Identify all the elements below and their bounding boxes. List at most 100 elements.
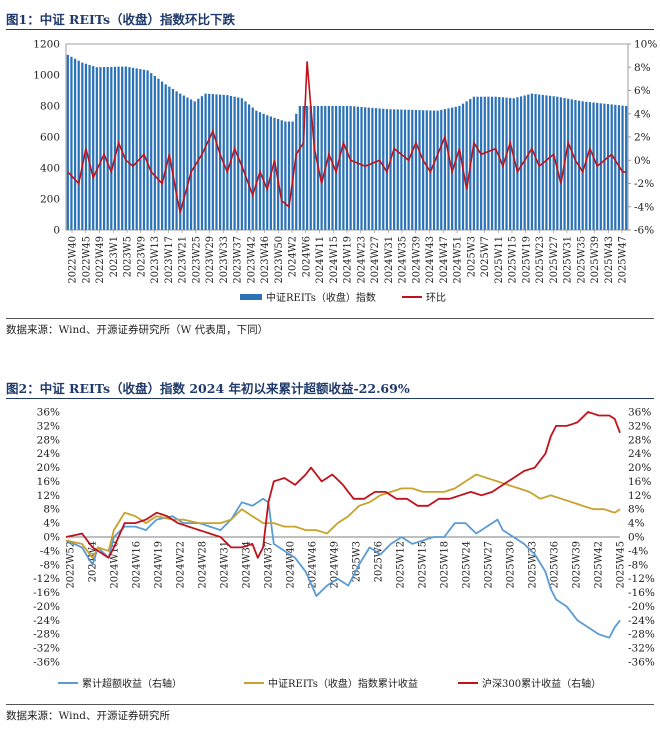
index-bar <box>570 99 573 230</box>
legend-label-hb: 环比 <box>426 292 446 304</box>
x-tick-label: 2024W16 <box>132 541 143 588</box>
index-bar <box>186 97 189 230</box>
index-bar <box>454 106 457 230</box>
index-bar <box>458 106 461 230</box>
y-left-tick-label: -16% <box>33 587 60 599</box>
index-bar <box>273 117 276 230</box>
index-bar <box>490 96 494 230</box>
x-tick-label: 2025W15 <box>508 236 519 283</box>
index-bar <box>197 98 200 231</box>
y-left-tick-label: -4% <box>40 545 60 557</box>
chart2-legend: 累计超额收益（右轴） 中证REITs（收盘）指数累计收益 沪深300累计收益（右… <box>58 677 601 690</box>
index-bar <box>81 62 84 230</box>
index-bar <box>95 67 98 230</box>
index-bar <box>335 106 338 230</box>
y-left-tick-label: -12% <box>33 573 60 585</box>
legend-label-hs300: 沪深300累计收益（右轴） <box>482 677 601 690</box>
index-bar <box>327 106 330 230</box>
y-left-tick-label: 0 <box>53 225 60 237</box>
x-tick-label: 2025W27 <box>484 541 495 588</box>
y-left-tick-label: 800 <box>40 101 60 113</box>
x-tick-label: 2025W43 <box>604 236 615 283</box>
y-right-tick-label: -2% <box>634 178 654 190</box>
x-tick-label: 2025W19 <box>521 236 532 283</box>
index-bar <box>592 102 595 230</box>
y-left-tick-label: -8% <box>40 559 60 571</box>
index-bar <box>523 95 526 231</box>
index-bar <box>309 106 312 230</box>
x-tick-label: 2025W11 <box>494 236 505 283</box>
index-bar <box>447 108 450 230</box>
index-bar <box>360 106 363 230</box>
y-right-tick-label: 6% <box>634 85 651 97</box>
x-tick-label: 2023W13 <box>150 236 161 283</box>
x-tick-label: 2025W3 <box>466 236 477 277</box>
y-right-tick-label: -6% <box>634 225 654 237</box>
index-bar <box>396 109 399 230</box>
index-bar <box>84 63 88 231</box>
index-bar <box>128 67 131 230</box>
index-bar <box>150 73 153 230</box>
y-right-tick-label: -4% <box>634 201 654 213</box>
index-bar <box>160 81 164 230</box>
index-bar <box>516 97 519 230</box>
index-bar <box>393 109 396 230</box>
x-tick-label: 2025W23 <box>535 236 546 283</box>
index-bar <box>552 96 555 230</box>
index-bar <box>425 110 428 230</box>
x-tick-label: 2025W45 <box>616 541 627 588</box>
index-bar <box>338 106 341 230</box>
y-left-tick-label: -20% <box>33 601 60 613</box>
x-tick-label: 2024W6 <box>301 236 312 277</box>
y-left-tick-label: 12% <box>37 490 60 502</box>
figure1-title-rule <box>6 29 654 30</box>
y-right-tick-label: 0% <box>628 532 645 544</box>
y-left-tick-label: -28% <box>33 629 60 641</box>
index-bar <box>414 109 418 230</box>
index-bar <box>320 106 323 230</box>
figure1-source: 数据来源：Wind、开源证券研究所（W 代表周，下同） <box>6 324 269 336</box>
index-bar <box>418 110 421 230</box>
figure1-title: 图1：中证 REITs（收盘）指数环比下跌 <box>6 12 236 27</box>
hb-line <box>67 61 627 213</box>
figure2-title-rule <box>6 398 654 399</box>
index-bar <box>189 99 193 230</box>
y-right-tick-label: 4% <box>634 108 651 120</box>
index-bar <box>382 108 385 230</box>
chart2-lines <box>65 411 621 639</box>
index-bar <box>175 91 178 230</box>
x-tick-label: 2025W36 <box>550 541 561 588</box>
y-left-tick-label: 1000 <box>33 70 60 82</box>
index-bar <box>284 121 287 230</box>
x-tick-label: 2025W33 <box>528 541 539 588</box>
index-bar <box>233 96 236 230</box>
hs300-line <box>65 411 621 559</box>
y-right-tick-label: 10% <box>634 39 657 51</box>
index-bar <box>422 110 425 230</box>
x-tick-label: 2023W9 <box>136 236 147 277</box>
x-tick-label: 2025W7 <box>480 236 491 277</box>
x-tick-label: 2024W39 <box>411 236 422 283</box>
y-right-tick-label: -16% <box>628 587 655 599</box>
x-tick-label: 2022W40 <box>68 236 79 283</box>
chart2-axes: -36% -36% -32% -32% -28% -28% -24% -24% -20% -20%… <box>33 407 655 669</box>
index-bar <box>171 88 175 230</box>
x-tick-label: 2025W47 <box>618 236 629 283</box>
y-right-tick-label: -32% <box>628 643 655 655</box>
x-tick-label: 2024W47 <box>439 236 450 283</box>
index-bar <box>574 100 577 231</box>
y-right-tick-label: -8% <box>628 559 648 571</box>
legend-label-reits: 中证REITs（收盘）指数累计收益 <box>268 677 418 690</box>
x-tick-label: 2024W46 <box>308 541 319 588</box>
index-bar <box>139 69 142 230</box>
excess-line <box>65 497 621 639</box>
y-left-tick-label: 400 <box>40 163 60 175</box>
index-bar <box>121 66 124 230</box>
y-right-tick-label: 32% <box>628 420 651 432</box>
index-bar <box>556 96 559 230</box>
y-left-tick-label: 28% <box>37 434 60 446</box>
index-bar <box>287 121 291 230</box>
index-bar <box>331 106 334 230</box>
x-tick-label: 2024W37 <box>264 541 275 588</box>
chart2: -36% -36% -32% -32% -28% -28% -24% -24% -20% -20%… <box>33 407 655 691</box>
